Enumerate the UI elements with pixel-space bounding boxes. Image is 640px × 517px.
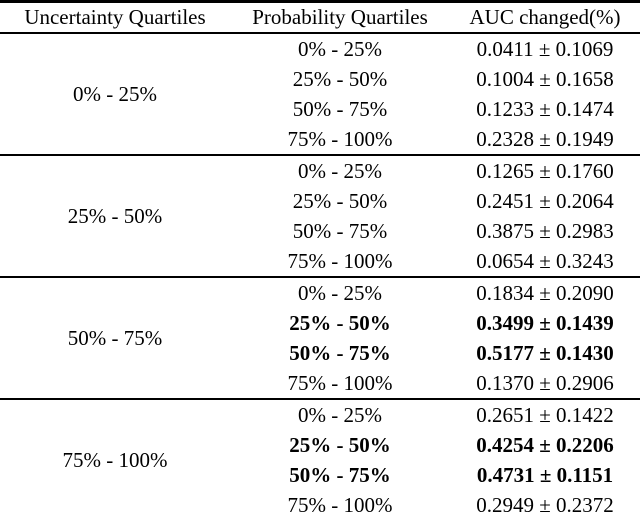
table-row: 75% - 100% 0.2949 ± 0.2372 [0, 490, 640, 517]
group-75-100: 75% - 100% 0% - 25% 0.2651 ± 0.1422 25% … [0, 399, 640, 517]
probability-quartile-cell: 0% - 25% [298, 36, 382, 61]
table-row: 25% - 50% 0.4254 ± 0.2206 [0, 430, 640, 460]
probability-quartile-cell: 50% - 75% [292, 218, 388, 243]
probability-quartile-cell: 75% - 100% [287, 248, 393, 273]
auc-value-cell: 0.1370 ± 0.2906 [476, 370, 614, 395]
probability-quartile-cell: 50% - 75% [292, 96, 388, 121]
auc-value-cell: 0.2451 ± 0.2064 [476, 188, 614, 213]
probability-quartile-cell: 25% - 50% [292, 66, 388, 91]
auc-value-cell: 0.0411 ± 0.1069 [476, 36, 614, 61]
auc-value-cell: 0.3499 ± 0.1439 [476, 310, 614, 335]
uncertainty-quartile-cell: 0% - 25% [73, 81, 157, 106]
probability-quartile-cell: 25% - 50% [292, 188, 388, 213]
auc-value-cell: 0.4254 ± 0.2206 [476, 432, 614, 457]
auc-value-cell: 0.0654 ± 0.3243 [476, 248, 614, 273]
table-row: 50% - 75% 0.1233 ± 0.1474 [0, 94, 640, 124]
probability-quartile-cell: 75% - 100% [287, 492, 393, 517]
table-header-row: Uncertainty Quartiles Probability Quarti… [0, 1, 640, 34]
table-row: 25% - 50% 0.2451 ± 0.2064 [0, 186, 640, 216]
auc-value-cell: 0.1265 ± 0.1760 [476, 158, 614, 183]
auc-value-cell: 0.5177 ± 0.1430 [476, 340, 614, 365]
probability-quartile-cell: 0% - 25% [298, 158, 382, 183]
probability-quartile-cell: 75% - 100% [287, 126, 393, 151]
probability-quartile-cell: 0% - 25% [298, 280, 382, 305]
uncertainty-quartile-cell: 50% - 75% [67, 325, 163, 350]
table-row: 50% - 75% 0.4731 ± 0.1151 [0, 460, 640, 490]
header-probability-quartiles: Probability Quartiles [230, 1, 450, 34]
auc-value-cell: 0.1834 ± 0.2090 [476, 280, 614, 305]
probability-quartile-cell: 0% - 25% [298, 402, 382, 427]
header-uncertainty-quartiles: Uncertainty Quartiles [0, 1, 230, 34]
table-row: 75% - 100% 0.1370 ± 0.2906 [0, 368, 640, 399]
auc-value-cell: 0.2328 ± 0.1949 [476, 126, 614, 151]
auc-value-cell: 0.4731 ± 0.1151 [476, 462, 614, 487]
auc-value-cell: 0.3875 ± 0.2983 [476, 218, 614, 243]
auc-value-cell: 0.1004 ± 0.1658 [476, 66, 614, 91]
uncertainty-quartile-cell: 75% - 100% [62, 447, 168, 472]
probability-quartile-cell: 25% - 50% [289, 432, 391, 457]
table-row: 75% - 100% 0.0654 ± 0.3243 [0, 246, 640, 277]
probability-quartile-cell: 25% - 50% [289, 310, 391, 335]
table-row: 75% - 100% 0.2328 ± 0.1949 [0, 124, 640, 155]
table-row: 25% - 50% 0.1004 ± 0.1658 [0, 64, 640, 94]
table-row: 25% - 50% 0% - 25% 0.1265 ± 0.1760 [0, 155, 640, 226]
header-auc-changed: AUC changed(%) [450, 1, 640, 34]
table-row: 50% - 75% 0% - 25% 0.1834 ± 0.2090 [0, 277, 640, 348]
table-row: 75% - 100% 0% - 25% 0.2651 ± 0.1422 [0, 399, 640, 470]
table-row: 0% - 25% 0% - 25% 0.0411 ± 0.1069 [0, 33, 640, 104]
table-row: 50% - 75% 0.5177 ± 0.1430 [0, 338, 640, 368]
group-25-50: 25% - 50% 0% - 25% 0.1265 ± 0.1760 25% -… [0, 155, 640, 277]
table-row: 25% - 50% 0.3499 ± 0.1439 [0, 308, 640, 338]
probability-quartile-cell: 75% - 100% [287, 370, 393, 395]
probability-quartile-cell: 50% - 75% [289, 462, 391, 487]
table-row: 50% - 75% 0.3875 ± 0.2983 [0, 216, 640, 246]
group-0-25: 0% - 25% 0% - 25% 0.0411 ± 0.1069 25% - … [0, 33, 640, 155]
probability-quartile-cell: 50% - 75% [289, 340, 391, 365]
auc-value-cell: 0.2651 ± 0.1422 [476, 402, 614, 427]
auc-value-cell: 0.1233 ± 0.1474 [476, 96, 614, 121]
auc-value-cell: 0.2949 ± 0.2372 [476, 492, 614, 517]
uncertainty-quartile-cell: 25% - 50% [67, 203, 163, 228]
group-50-75: 50% - 75% 0% - 25% 0.1834 ± 0.2090 25% -… [0, 277, 640, 399]
